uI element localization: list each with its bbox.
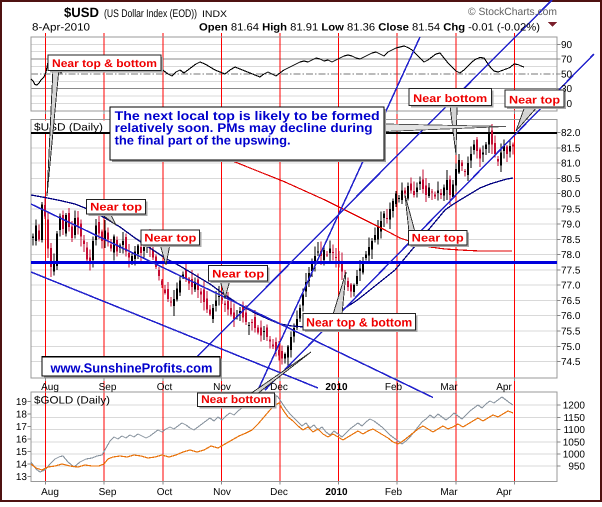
- svg-text:Near top: Near top: [144, 232, 196, 244]
- svg-text:82.0: 82.0: [561, 128, 581, 139]
- svg-text:the final part of the upswing.: the final part of the upswing.: [115, 134, 291, 148]
- svg-text:78.0: 78.0: [561, 250, 581, 261]
- svg-text:© StockCharts.com: © StockCharts.com: [468, 6, 557, 18]
- svg-text:Mar: Mar: [440, 382, 458, 393]
- svg-text:relatively soon. PMs may decli: relatively soon. PMs may decline during: [115, 121, 373, 135]
- svg-text:81.0: 81.0: [561, 159, 581, 170]
- svg-text:Mar: Mar: [440, 487, 458, 498]
- svg-text:2010: 2010: [325, 487, 348, 498]
- svg-text:77.0: 77.0: [561, 281, 581, 292]
- svg-text:Dec: Dec: [270, 382, 288, 393]
- svg-text:1050: 1050: [563, 437, 586, 448]
- svg-text:19: 19: [16, 397, 28, 408]
- svg-text:1150: 1150: [563, 413, 585, 424]
- svg-text:8-Apr-2010: 8-Apr-2010: [32, 22, 90, 34]
- svg-text:Aug: Aug: [41, 487, 59, 498]
- svg-text:15: 15: [16, 447, 28, 458]
- svg-text:Near top: Near top: [90, 202, 142, 214]
- svg-text:17: 17: [16, 422, 28, 433]
- svg-text:Open 81.64 High 81.91 Low 81.3: Open 81.64 High 81.91 Low 81.36 Close 81…: [199, 22, 540, 34]
- svg-text:80.5: 80.5: [561, 174, 581, 185]
- svg-text:Oct: Oct: [157, 487, 173, 498]
- svg-text:80.0: 80.0: [561, 189, 581, 200]
- svg-text:78.5: 78.5: [561, 235, 581, 246]
- svg-text:Near bottom: Near bottom: [201, 394, 271, 406]
- svg-text:70: 70: [561, 55, 573, 66]
- svg-text:Feb: Feb: [385, 382, 403, 393]
- svg-text:Near top & bottom: Near top & bottom: [52, 58, 157, 70]
- svg-text:Near bottom: Near bottom: [413, 93, 487, 105]
- svg-text:75.0: 75.0: [561, 342, 581, 353]
- svg-text:77.5: 77.5: [561, 265, 581, 276]
- svg-text:79.0: 79.0: [561, 220, 581, 231]
- svg-text:$GOLD (Daily): $GOLD (Daily): [34, 395, 110, 407]
- svg-text:Dec: Dec: [270, 487, 288, 498]
- svg-text:950: 950: [568, 462, 585, 473]
- svg-text:16: 16: [16, 434, 28, 445]
- svg-text:81.5: 81.5: [561, 143, 581, 154]
- svg-text:www.SunshineProfits.com: www.SunshineProfits.com: [50, 360, 213, 375]
- svg-text:(US Dollar Index (EOD)): (US Dollar Index (EOD)): [104, 8, 197, 20]
- svg-text:76.0: 76.0: [561, 311, 581, 322]
- svg-text:The next local top is likely t: The next local top is likely to be forme…: [115, 109, 380, 123]
- svg-text:$USD (Daily): $USD (Daily): [34, 122, 103, 134]
- svg-text:Nov: Nov: [213, 382, 231, 393]
- svg-text:14: 14: [16, 459, 28, 470]
- svg-text:13: 13: [16, 472, 28, 483]
- svg-text:Feb: Feb: [385, 487, 403, 498]
- svg-text:$USD: $USD: [64, 5, 99, 20]
- svg-text:Apr: Apr: [496, 382, 512, 393]
- svg-text:Apr: Apr: [496, 487, 512, 498]
- svg-text:74.5: 74.5: [561, 357, 581, 368]
- svg-text:Sep: Sep: [99, 487, 117, 498]
- svg-text:18: 18: [16, 409, 28, 420]
- svg-text:1200: 1200: [563, 401, 586, 412]
- svg-text:INDX: INDX: [202, 9, 228, 20]
- svg-text:50: 50: [561, 69, 573, 80]
- svg-text:90: 90: [561, 40, 573, 51]
- svg-text:Nov: Nov: [213, 487, 231, 498]
- svg-text:Near top: Near top: [509, 95, 560, 107]
- svg-text:Near top: Near top: [412, 232, 464, 244]
- svg-text:Near top: Near top: [212, 269, 264, 281]
- svg-text:1000: 1000: [563, 450, 586, 461]
- svg-text:1100: 1100: [563, 425, 585, 436]
- svg-text:2010: 2010: [325, 382, 348, 393]
- svg-text:Sep: Sep: [99, 382, 117, 393]
- svg-text:75.5: 75.5: [561, 327, 581, 338]
- svg-text:76.5: 76.5: [561, 296, 581, 307]
- svg-text:79.5: 79.5: [561, 204, 581, 215]
- svg-text:Aug: Aug: [41, 382, 59, 393]
- svg-text:Oct: Oct: [157, 382, 173, 393]
- svg-text:10: 10: [561, 99, 573, 110]
- svg-text:30: 30: [561, 84, 573, 95]
- svg-text:Near top & bottom: Near top & bottom: [306, 316, 412, 330]
